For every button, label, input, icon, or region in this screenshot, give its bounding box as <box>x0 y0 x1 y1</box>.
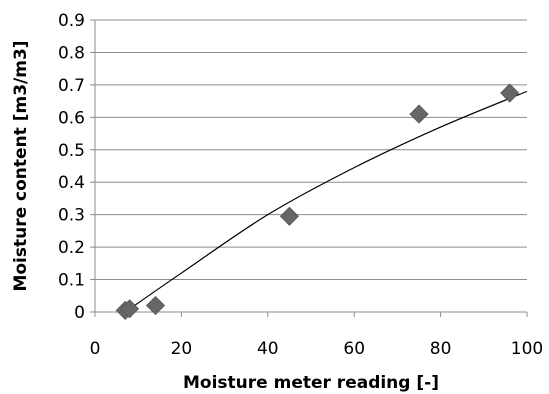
y-tick-label: 0 <box>74 303 85 323</box>
y-tick-label: 0.9 <box>58 11 85 31</box>
x-tick-label: 0 <box>90 339 101 359</box>
trendline <box>124 90 528 313</box>
trendline-layer <box>124 90 528 313</box>
data-point <box>145 295 166 316</box>
y-tick-label: 0.6 <box>58 108 85 128</box>
x-tick-label: 20 <box>171 339 193 359</box>
grid-layer <box>95 19 527 281</box>
y-axis-title: Moisture content [m3/m3] <box>11 40 31 291</box>
x-tick-label: 60 <box>343 339 365 359</box>
x-tick-label: 100 <box>511 339 543 359</box>
y-tick-label: 0.8 <box>58 43 85 63</box>
y-tick-label: 0.5 <box>58 141 85 161</box>
data-point <box>279 206 299 226</box>
axis-layer <box>90 19 528 317</box>
y-tick-label: 0.7 <box>58 76 85 96</box>
x-axis-title: Moisture meter reading [-] <box>183 373 439 393</box>
x-tick-label: 40 <box>257 339 279 359</box>
y-tick-label: 0.2 <box>58 238 85 258</box>
data-points <box>115 83 520 320</box>
data-point <box>119 299 140 319</box>
x-tick-labels: 0 20 40 60 80 100 <box>90 339 544 359</box>
y-tick-label: 0.1 <box>58 271 85 291</box>
data-point <box>500 83 520 103</box>
data-point <box>409 104 429 124</box>
y-tick-labels: 0 0.1 0.2 0.3 0.4 0.5 0.6 0.7 0.8 0.9 <box>58 11 85 323</box>
y-tick-label: 0.4 <box>58 173 85 193</box>
x-tick-label: 80 <box>430 339 452 359</box>
y-tick-label: 0.3 <box>58 206 85 226</box>
